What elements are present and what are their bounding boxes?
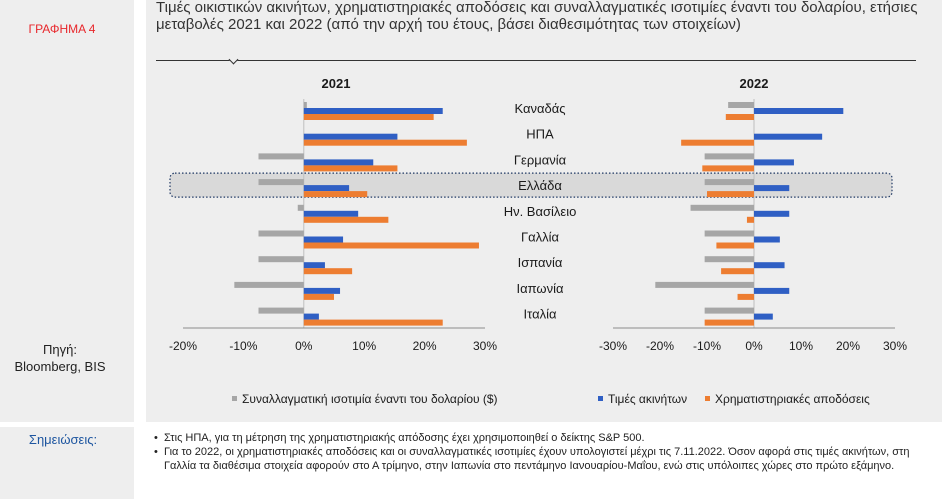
bar-house-price	[303, 159, 374, 166]
bar-house-price	[754, 159, 794, 166]
bar-fx	[704, 179, 754, 186]
category-label: ΗΠΑ	[526, 127, 554, 142]
bar-fx	[704, 307, 754, 314]
bar-stock-return	[716, 242, 754, 249]
bar-fx	[258, 179, 304, 186]
legend-label-fx: Συναλλαγματική ισοτιμία έναντι του δολαρ…	[242, 392, 498, 406]
bar-house-price	[303, 313, 319, 320]
source-value: Bloomberg, BIS	[14, 359, 106, 374]
bar-house-price	[303, 133, 398, 140]
category-label: Ελλάδα	[518, 178, 562, 193]
chart-panel	[146, 0, 942, 422]
notes-label-panel	[0, 427, 134, 499]
bar-house-price	[754, 287, 790, 294]
x-tick-label: 10%	[789, 339, 813, 353]
x-tick-label: -30%	[599, 339, 627, 353]
bar-stock-return	[303, 139, 467, 146]
bar-stock-return	[303, 216, 389, 223]
figure-label: ΓΡΑΦΗΜΑ 4	[28, 22, 96, 36]
legend-label-house-price: Τιμές ακινήτων	[608, 392, 687, 406]
bar-stock-return	[303, 293, 334, 300]
bar-house-price	[303, 236, 344, 243]
bar-stock-return	[303, 242, 479, 249]
bar-fx	[704, 153, 754, 160]
bar-fx	[234, 281, 304, 288]
bar-house-price	[303, 262, 325, 269]
category-label: Καναδάς	[514, 101, 565, 116]
bar-fx	[297, 204, 304, 211]
x-tick-label: -10%	[693, 339, 721, 353]
x-tick-label: -20%	[646, 339, 674, 353]
bar-fx	[258, 153, 304, 160]
x-tick-label: 0%	[745, 339, 763, 353]
bar-fx	[728, 102, 754, 108]
category-label: Ιταλία	[524, 307, 557, 322]
source-label: Πηγή: Bloomberg, BIS	[0, 341, 120, 375]
x-tick-label: 30%	[473, 339, 497, 353]
x-tick-label: 20%	[836, 339, 860, 353]
legend-swatch-stock-return	[705, 396, 710, 401]
source-title: Πηγή:	[43, 342, 77, 357]
category-label: Ιαπωνία	[517, 281, 564, 296]
bar-stock-return	[707, 191, 754, 198]
bar-fx	[258, 256, 304, 263]
bar-house-price	[754, 236, 780, 243]
x-tick-label: -10%	[229, 339, 257, 353]
category-label: Γαλλία	[521, 230, 560, 245]
bar-fx	[690, 204, 754, 211]
left-panel	[0, 0, 134, 422]
panel-title: 2022	[740, 76, 769, 91]
bar-house-price	[754, 133, 823, 140]
bar-stock-return	[303, 319, 443, 326]
bar-stock-return	[746, 216, 754, 223]
bar-stock-return	[702, 165, 754, 172]
panel-title: 2021	[322, 76, 351, 91]
bar-stock-return	[721, 268, 754, 275]
legend-label-stock-return: Χρηματιστηριακές αποδόσεις	[715, 392, 870, 406]
bar-stock-return	[303, 165, 398, 172]
bar-house-price	[754, 262, 785, 269]
bar-fx	[258, 307, 304, 314]
x-tick-label: -20%	[169, 339, 197, 353]
x-tick-label: 20%	[413, 339, 437, 353]
bar-house-price	[303, 287, 341, 294]
bar-house-price	[303, 210, 359, 217]
bar-house-price	[754, 313, 773, 320]
bar-stock-return	[725, 114, 754, 120]
bar-stock-return	[704, 319, 754, 326]
bar-house-price	[303, 185, 350, 192]
note-item: Για το 2022, οι χρηματιστηριακές αποδόσε…	[154, 445, 934, 473]
x-tick-label: 10%	[352, 339, 376, 353]
bar-stock-return	[681, 139, 754, 146]
category-label: Ισπανία	[518, 255, 563, 270]
x-tick-label: 0%	[295, 339, 313, 353]
bar-fx	[258, 230, 304, 237]
bar-stock-return	[737, 293, 754, 300]
bar-house-price	[754, 108, 844, 114]
bar-house-price	[754, 185, 790, 192]
notes-list: Στις ΗΠΑ, για τη μέτρηση της χρηματιστηρ…	[154, 431, 934, 473]
bar-fx	[704, 256, 754, 263]
bar-stock-return	[303, 268, 353, 275]
category-label: Ην. Βασίλειο	[504, 204, 577, 219]
chart-title: Τιμές οικιστικών ακινήτων, χρηματιστηρια…	[156, 0, 918, 33]
title-divider	[156, 60, 916, 61]
bar-stock-return	[303, 114, 434, 120]
legend-swatch-fx	[232, 396, 237, 401]
bar-stock-return	[303, 191, 368, 198]
bar-house-price	[754, 210, 790, 217]
bar-chart: 2021 -20% -10% 0% 10% 20% 30% 2022 -30% -20% -10% 0…	[169, 76, 907, 406]
note-item: Στις ΗΠΑ, για τη μέτρηση της χρηματιστηρ…	[154, 431, 934, 445]
x-tick-label: 30%	[883, 339, 907, 353]
bar-fx	[655, 281, 754, 288]
notes-label: Σημειώσεις:	[28, 432, 98, 447]
legend-swatch-house-price	[598, 396, 603, 401]
category-label: Γερμανία	[514, 152, 567, 167]
bar-fx	[704, 230, 754, 237]
bar-house-price	[303, 108, 443, 114]
bar-fx	[303, 102, 307, 108]
